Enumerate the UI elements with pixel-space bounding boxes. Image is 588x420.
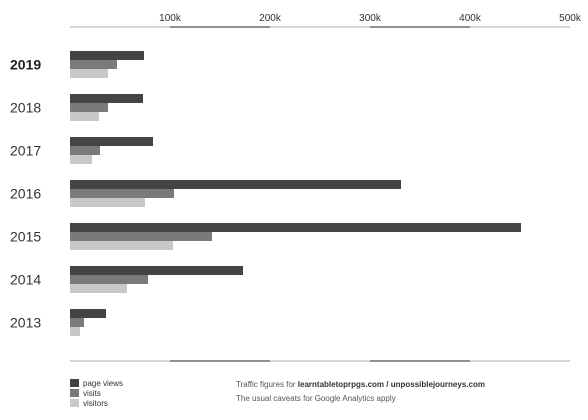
bar-visitors-2013: [70, 327, 80, 336]
bar-page-views-2017: [70, 137, 153, 146]
year-label: 2016: [10, 186, 41, 202]
bar-visits-2015: [70, 232, 212, 241]
note-sites: learntabletoprpgs.com / unpossiblejourne…: [297, 380, 485, 389]
year-label: 2017: [10, 143, 41, 159]
bar-visitors-2017: [70, 155, 92, 164]
bar-visits-2018: [70, 103, 108, 112]
bar-page-views-2013: [70, 309, 106, 318]
year-label: 2018: [10, 100, 41, 116]
bar-page-views-2014: [70, 266, 243, 275]
note-prefix: Traffic figures for: [236, 380, 298, 389]
bar-visitors-2016: [70, 198, 145, 207]
legend-item: page views: [70, 378, 123, 388]
year-label: 2015: [10, 229, 41, 245]
bar-visits-2014: [70, 275, 148, 284]
bar-page-views-2015: [70, 223, 521, 232]
bar-visitors-2019: [70, 69, 108, 78]
bar-page-views-2016: [70, 180, 401, 189]
year-label: 2014: [10, 272, 41, 288]
x-tick-label: 300k: [359, 13, 382, 24]
x-tick-label: 100k: [159, 13, 182, 24]
x-tick-label: 200k: [259, 13, 282, 24]
note-line-1: Traffic figures for learntabletoprpgs.co…: [236, 378, 485, 392]
bar-visits-2017: [70, 146, 100, 155]
bar-visits-2019: [70, 60, 117, 69]
bar-visits-2016: [70, 189, 174, 198]
legend: page views visits visitors: [70, 378, 123, 408]
x-tick-label: 400k: [459, 13, 482, 24]
note-line-2: The usual caveats for Google Analytics a…: [236, 394, 396, 403]
legend-item: visitors: [70, 398, 123, 408]
legend-item: visits: [70, 388, 123, 398]
chart-note: Traffic figures for learntabletoprpgs.co…: [236, 378, 485, 406]
bar-page-views-2019: [70, 51, 144, 60]
year-label: 2019: [10, 57, 41, 73]
bar-visitors-2014: [70, 284, 127, 293]
legend-label: page views: [83, 378, 124, 388]
x-tick-label: 500k: [559, 13, 582, 24]
bar-visitors-2015: [70, 241, 173, 250]
legend-swatch: [70, 389, 79, 397]
bar-visits-2013: [70, 318, 84, 327]
bar-page-views-2018: [70, 94, 143, 103]
legend-swatch: [70, 399, 79, 407]
legend-swatch: [70, 379, 79, 387]
bar-visitors-2018: [70, 112, 99, 121]
year-label: 2013: [10, 315, 41, 331]
legend-label: visits: [83, 388, 101, 398]
legend-label: visitors: [83, 398, 108, 408]
